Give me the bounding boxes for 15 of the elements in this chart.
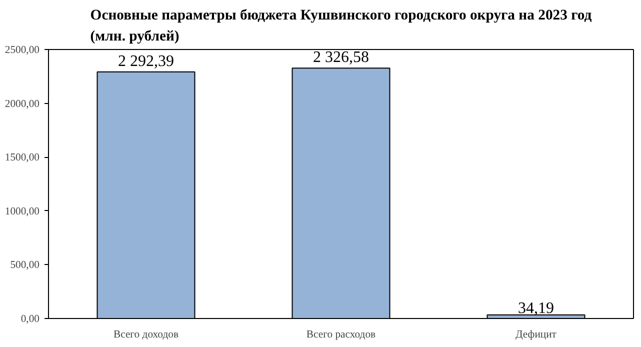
bar: [292, 68, 390, 318]
bar: [96, 71, 196, 318]
data-label: 34,19: [518, 300, 554, 317]
y-tick-label: 500,00: [10, 260, 40, 272]
data-label: 2 292,39: [118, 52, 174, 70]
y-tick-label: 1500,00: [4, 152, 40, 164]
y-tick-label: 0,00: [20, 314, 40, 325]
data-label: 2 326,58: [313, 49, 369, 66]
chart-title: Основные параметры бюджета Кушвинского городского округа на 2023 год (млн. рублей): [90, 8, 592, 44]
y-tick-label: 2000,00: [4, 98, 40, 110]
x-tick-label: Всего доходов: [114, 330, 179, 340]
x-tick-label: Дефицит: [516, 330, 557, 340]
y-tick-label: 1000,00: [4, 206, 40, 218]
y-tick-label: 2500,00: [4, 45, 40, 56]
x-tick-label: Всего расходов: [306, 330, 376, 340]
